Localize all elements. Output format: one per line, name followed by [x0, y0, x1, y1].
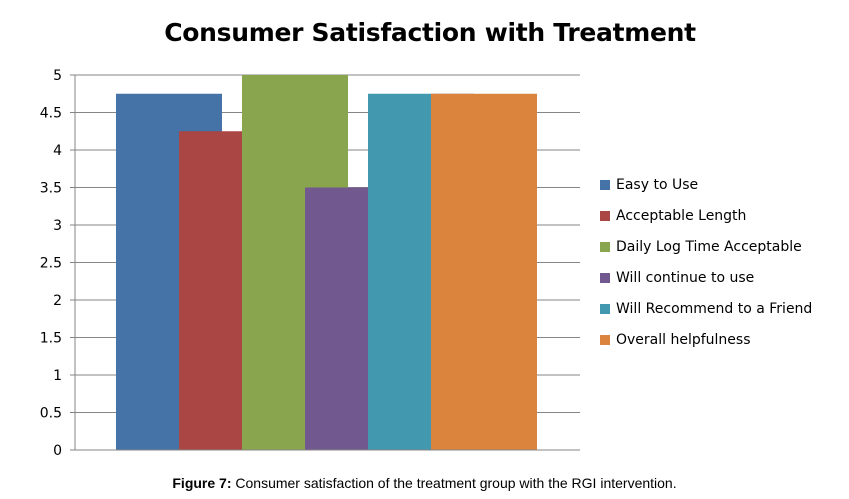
y-tick-label: 0 [53, 443, 62, 459]
legend-label: Acceptable Length [616, 208, 747, 224]
y-tick-label: 3.5 [40, 181, 62, 197]
y-tick-label: 4.5 [40, 106, 62, 122]
legend-swatch [600, 180, 610, 190]
bar-overall-helpfulness [431, 93, 537, 450]
y-tick-label: 4 [53, 143, 62, 159]
legend-swatch [600, 242, 610, 252]
y-tick-label: 1 [53, 368, 62, 384]
legend-item: Will continue to use [600, 269, 812, 300]
y-tick-label: 1.5 [40, 331, 62, 347]
legend-label: Will Recommend to a Friend [616, 301, 813, 317]
legend: Easy to Use Acceptable Length Daily Log Ti… [600, 176, 812, 362]
legend-item: Will Recommend to a Friend [600, 300, 812, 331]
y-tick-label: 3 [53, 218, 62, 234]
legend-swatch [600, 273, 610, 283]
y-tick-label: 5 [53, 68, 62, 84]
figure-caption: Figure 7: Consumer satisfaction of the t… [0, 475, 849, 491]
legend-swatch [600, 304, 610, 314]
legend-label: Overall helpfulness [616, 332, 751, 348]
legend-item: Acceptable Length [600, 207, 812, 238]
legend-swatch [600, 335, 610, 345]
legend-label: Easy to Use [616, 177, 699, 193]
y-tick-label: 2 [53, 293, 62, 309]
legend-swatch [600, 211, 610, 221]
legend-label: Daily Log Time Acceptable [616, 239, 802, 255]
legend-item: Daily Log Time Acceptable [600, 238, 812, 269]
bars [116, 75, 537, 450]
caption-text: Consumer satisfaction of the treatment g… [231, 475, 677, 491]
legend-item: Easy to Use [600, 176, 812, 207]
legend-item: Overall helpfulness [600, 331, 812, 362]
chart-title: Consumer Satisfaction with Treatment [164, 18, 696, 47]
y-tick-label: 0.5 [40, 406, 62, 422]
y-tick-labels: 0 0.5 1 1.5 2 2.5 3 3.5 4 4.5 5 [40, 68, 62, 459]
y-tick-label: 2.5 [40, 256, 62, 272]
legend-label: Will continue to use [616, 270, 755, 286]
axes [70, 74, 580, 451]
caption-label: Figure 7: [172, 475, 232, 491]
